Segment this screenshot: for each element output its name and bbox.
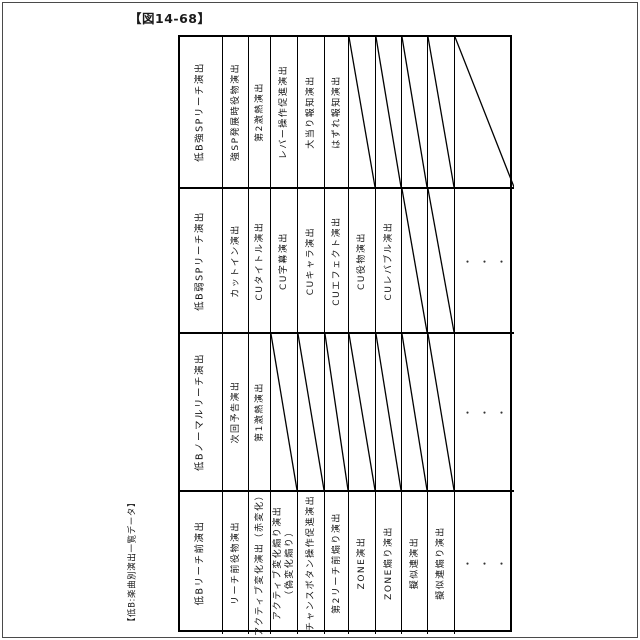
- diagonal-strike-line: [349, 334, 375, 490]
- crossed-cell: [427, 187, 454, 332]
- presentation-cell: CU役物演出: [348, 187, 375, 332]
- presentation-label: 擬似連演出: [409, 536, 420, 590]
- figure-title: 【図14-68】: [129, 11, 211, 26]
- diagonal-strike-line: [402, 189, 427, 332]
- presentation-cell: アクティブ変化煽り演出 （偽変化煽り）: [270, 490, 297, 634]
- crossed-cell: [297, 332, 324, 490]
- ellipsis-text: ・・・: [462, 408, 514, 420]
- presentation-label: 次回予告演出: [230, 380, 241, 444]
- row-group-header: 低Bリーチ前演出: [180, 490, 222, 634]
- row-group-header-label: 低Bノーマルリーチ演出: [194, 352, 206, 472]
- diagonal-strike-line: [325, 334, 348, 490]
- crossed-cell: [324, 332, 348, 490]
- presentation-label: 第2リーチ前煽り演出: [331, 512, 342, 614]
- presentation-cell: CUエフェクト演出: [324, 187, 348, 332]
- diagonal-strike-line: [428, 37, 454, 187]
- row-group-header: 低B弱SPリーチ演出: [180, 187, 222, 332]
- row-group-header-label: 低B強SPリーチ演出: [194, 62, 206, 162]
- presentation-label: アクティブ変化演出（赤変化）: [254, 489, 265, 637]
- crossed-cell: [348, 332, 375, 490]
- presentation-cell: チャンスボタン操作促進演出: [297, 490, 324, 634]
- presentation-label: CUレバブル演出: [383, 221, 394, 300]
- presentation-label: CUタイトル演出: [254, 221, 265, 300]
- diagonal-strike-line: [428, 189, 454, 332]
- presentation-cell: アクティブ変化演出（赤変化）: [248, 489, 270, 637]
- crossed-cell: [427, 332, 454, 490]
- presentation-cell: 第2激熱演出: [248, 37, 270, 187]
- ellipsis-text: ・・・: [462, 257, 514, 268]
- presentation-cell: CUキャラ演出: [297, 187, 324, 332]
- presentation-cell: はずれ報知演出: [324, 37, 348, 187]
- presentation-label: リーチ前役物演出: [230, 520, 241, 606]
- presentation-label: CU字幕演出: [278, 231, 289, 290]
- crossed-cell: [375, 37, 401, 187]
- crossed-cell: [348, 37, 375, 187]
- presentation-cell: CU字幕演出: [270, 187, 297, 332]
- presentation-label: レバー操作促進演出: [278, 64, 289, 160]
- presentation-cell: リーチ前役物演出: [222, 490, 248, 634]
- presentation-cell: 強SP発展時役物演出: [222, 37, 248, 187]
- presentation-cell: CUタイトル演出: [248, 187, 270, 332]
- diagonal-strike-line: [349, 37, 375, 187]
- diagonal-strike-line: [455, 37, 514, 187]
- crossed-cell: [401, 37, 427, 187]
- row-group-header: 低B強SPリーチ演出: [180, 37, 222, 187]
- presentation-cell: カットイン演出: [222, 187, 248, 332]
- presentation-cell: 大当り報知演出: [297, 37, 324, 187]
- presentation-label: はずれ報知演出: [331, 75, 342, 149]
- crossed-cell: [427, 37, 454, 187]
- presentation-list-table: 低B強SPリーチ演出 強SP発展時役物演出 第2激熱演出 レバー操作促進演出 大当り報知…: [178, 35, 514, 637]
- diagonal-strike-line: [402, 37, 427, 187]
- presentation-label: アクティブ変化煽り演出 （偽変化煽り）: [272, 505, 295, 621]
- diagonal-strike-line: [402, 334, 427, 490]
- diagonal-strike-line: [376, 37, 401, 187]
- diagonal-strike-line: [271, 334, 297, 490]
- row-group-header-label: 低B弱SPリーチ演出: [194, 210, 206, 311]
- presentation-cell: 第2リーチ前煽り演出: [324, 490, 348, 634]
- presentation-cell: 第1激熱演出: [248, 332, 270, 490]
- crossed-cell: [454, 37, 514, 187]
- presentation-label: CU役物演出: [356, 231, 367, 290]
- presentation-label: 強SP発展時役物演出: [230, 62, 241, 162]
- figure-side-label-text: 【低B:楽曲別演出一覧データ】: [127, 497, 138, 627]
- presentation-cell: ZONE煽り演出: [375, 490, 401, 634]
- ellipsis-text: ・・・: [462, 559, 514, 571]
- presentation-label: カットイン演出: [230, 223, 241, 298]
- presentation-label: ZONE演出: [356, 536, 367, 590]
- row-group-header: 低Bノーマルリーチ演出: [180, 332, 222, 490]
- presentation-label: CUエフェクト演出: [331, 215, 342, 306]
- diagonal-strike-line: [376, 334, 401, 490]
- figure-side-label: 【低B:楽曲別演出一覧データ】: [123, 487, 143, 637]
- row-group-header-label: 低Bリーチ前演出: [194, 520, 206, 606]
- presentation-cell: 次回予告演出: [222, 332, 248, 490]
- ellipsis-cell: ・・・: [454, 187, 514, 332]
- presentation-label: 大当り報知演出: [305, 75, 316, 149]
- presentation-label: 第2激熱演出: [254, 82, 265, 142]
- presentation-cell: 擬似連煽り演出: [427, 490, 454, 634]
- presentation-cell: CUレバブル演出: [375, 187, 401, 332]
- diagonal-strike-line: [428, 334, 454, 490]
- presentation-label: ZONE煽り演出: [383, 526, 394, 600]
- crossed-cell: [270, 332, 297, 490]
- presentation-label: 擬似連煽り演出: [435, 526, 446, 600]
- diagonal-strike-line: [298, 334, 324, 490]
- crossed-cell: [375, 332, 401, 490]
- presentation-cell: 擬似連演出: [401, 490, 427, 634]
- presentation-label: 第1激熱演出: [254, 382, 265, 442]
- presentation-cell: レバー操作促進演出: [270, 37, 297, 187]
- presentation-label: CUキャラ演出: [305, 226, 316, 295]
- ellipsis-cell: ・・・: [454, 332, 514, 490]
- crossed-cell: [401, 332, 427, 490]
- ellipsis-cell: ・・・: [454, 490, 514, 634]
- presentation-label: チャンスボタン操作促進演出: [305, 494, 316, 632]
- crossed-cell: [401, 187, 427, 332]
- presentation-cell: ZONE演出: [348, 490, 375, 634]
